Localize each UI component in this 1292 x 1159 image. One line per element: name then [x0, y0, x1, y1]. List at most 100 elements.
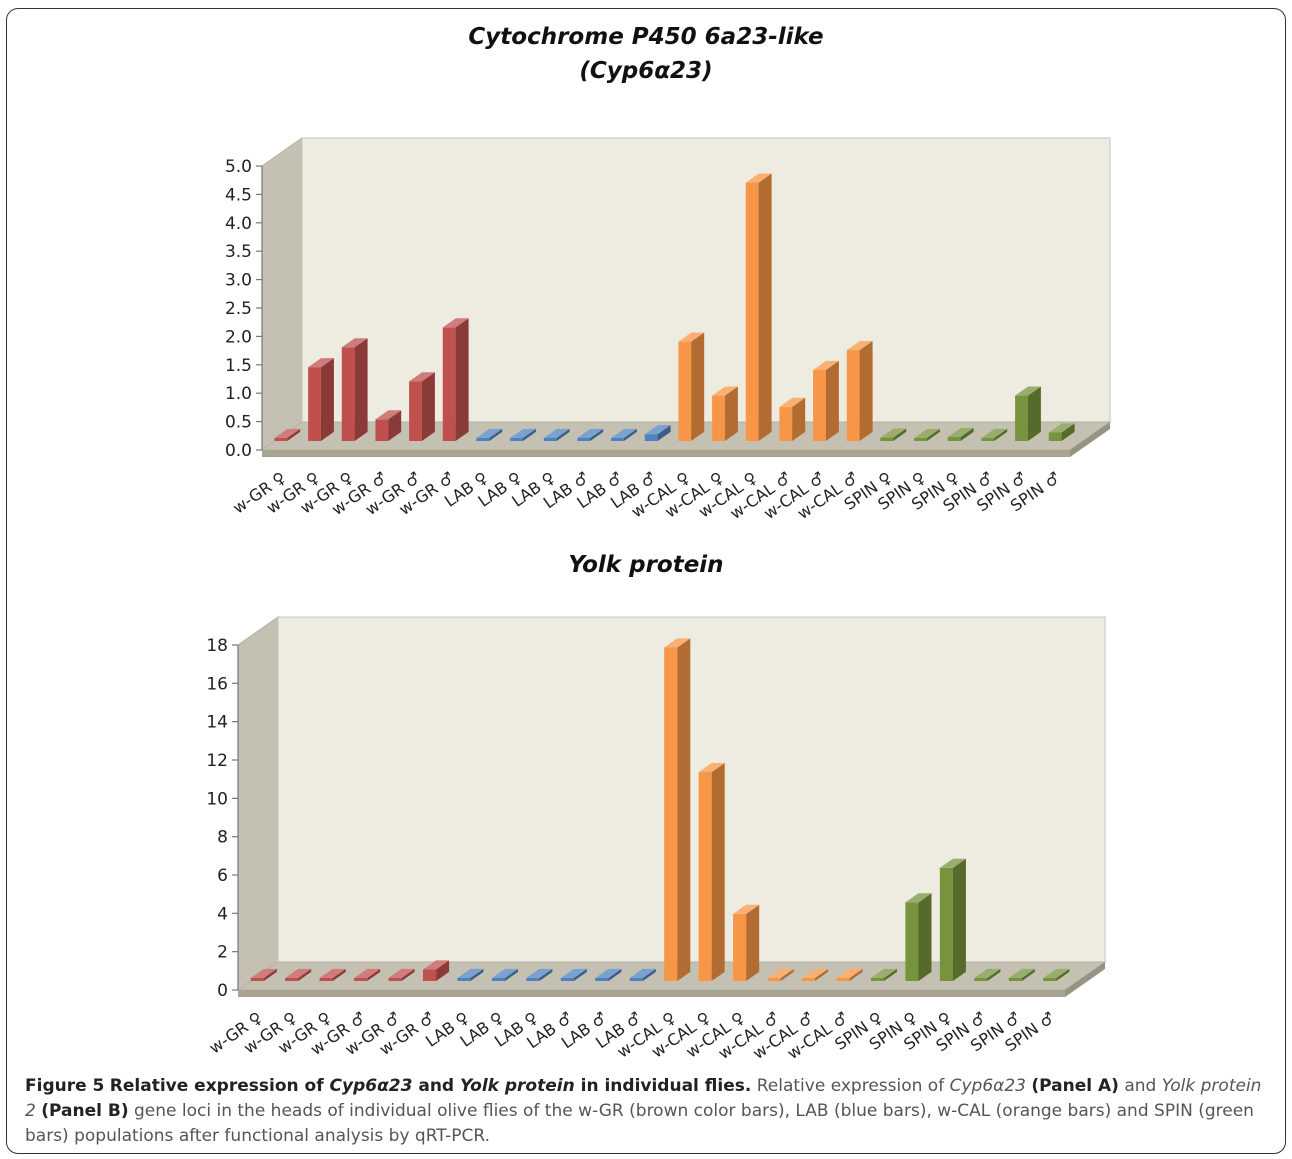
bar-front	[308, 367, 321, 441]
y-tick-label: 10	[206, 789, 228, 809]
bar-side	[758, 173, 772, 441]
bar-top	[698, 763, 725, 773]
x-axis-labels: w-GR ♀w-GR ♀w-GR ♀w-GR ♂w-GR ♂w-GR ♂LAB …	[206, 1008, 1058, 1063]
caption-text-2: and	[1118, 1076, 1162, 1096]
bar	[319, 968, 346, 981]
bar-top	[577, 428, 604, 438]
bar-side	[539, 968, 553, 981]
floor-edge-side	[1065, 962, 1105, 997]
bar-side	[623, 428, 637, 441]
bar-side	[792, 397, 806, 441]
bar-front	[947, 437, 961, 441]
caption-headline-gene2: Yolk protein	[460, 1076, 575, 1096]
bar	[341, 338, 368, 441]
bar-front	[442, 327, 456, 441]
bar-side	[590, 428, 604, 441]
bar-front	[354, 978, 368, 981]
caption-text-3: gene loci in the heads of individual oli…	[25, 1101, 1254, 1146]
bar	[629, 968, 656, 981]
bar-top	[678, 332, 705, 342]
bar-front	[745, 182, 759, 441]
bar-front	[698, 772, 712, 981]
bar-top	[308, 358, 334, 368]
bar-top	[880, 428, 907, 438]
caption-panel-a: (Panel A)	[1031, 1076, 1119, 1096]
bar-front	[476, 438, 490, 441]
y-tick-label: 14	[206, 713, 228, 733]
bar-side	[1021, 968, 1035, 981]
y-tick-label: 0.5	[225, 413, 252, 433]
bar-side	[470, 968, 484, 981]
y-tick-label: 0	[217, 981, 228, 1001]
bar-top	[1015, 386, 1041, 396]
bar-front	[611, 438, 624, 441]
chart-walls	[236, 616, 1107, 997]
bar-side	[556, 428, 570, 441]
bar-side	[332, 968, 346, 981]
bar	[733, 904, 760, 981]
bar-top	[905, 893, 932, 903]
bar-side	[421, 372, 435, 441]
bar	[409, 372, 435, 441]
bar-top	[664, 638, 691, 648]
bar	[1015, 386, 1041, 441]
y-tick-label: 3.5	[225, 242, 252, 262]
bar	[974, 968, 1001, 981]
bar-front	[388, 978, 402, 981]
caption-headline-3: in individual flies.	[574, 1076, 752, 1096]
bar-top	[914, 428, 940, 438]
bar	[664, 638, 691, 981]
bar-top	[354, 968, 381, 978]
bar-side	[677, 638, 691, 981]
floor-edge-side	[1070, 422, 1110, 457]
bar-top	[981, 428, 1008, 438]
bar	[870, 968, 897, 981]
bar-front	[733, 913, 747, 981]
bar-front	[629, 978, 643, 981]
bar-side	[642, 968, 656, 981]
floor-edge	[238, 990, 1065, 997]
y-tick-label: 1.0	[225, 384, 252, 404]
bar-side	[711, 763, 725, 981]
bar-front	[1043, 978, 1057, 981]
bar-front	[577, 438, 591, 441]
bar	[745, 173, 772, 441]
bar	[491, 968, 518, 981]
bar-top	[939, 858, 966, 868]
y-tick-label: 1.5	[225, 356, 252, 376]
bar-front	[836, 978, 850, 981]
bar	[388, 968, 415, 981]
caption-text-1: Relative expression of	[751, 1076, 950, 1096]
bar-top	[274, 428, 301, 438]
bar-side	[1027, 386, 1041, 441]
bar-top	[629, 968, 656, 978]
bar	[510, 428, 536, 441]
chart-a: 0.00.51.01.52.02.53.03.54.04.55.0w-GR ♀w…	[225, 137, 1112, 523]
bar-front	[319, 978, 333, 981]
bar-front	[510, 438, 523, 441]
bar	[712, 386, 738, 441]
bar-side	[522, 428, 536, 441]
bar-side	[849, 968, 863, 981]
bar-top	[779, 397, 806, 407]
bar-front	[678, 341, 692, 441]
bar-top	[1048, 423, 1075, 433]
bar	[644, 425, 671, 441]
caption-lead: Figure 5	[25, 1076, 105, 1096]
bar	[543, 428, 570, 441]
bar	[802, 968, 829, 981]
bar-front	[422, 969, 437, 981]
bar	[577, 428, 604, 441]
bar-top	[733, 904, 760, 914]
bar-side	[825, 360, 839, 441]
bar	[880, 428, 907, 441]
bar-side	[1056, 968, 1070, 981]
bar	[813, 360, 839, 441]
bar-front	[526, 978, 540, 981]
bar	[274, 428, 301, 441]
bar-side	[354, 338, 368, 441]
caption-panel-b: (Panel B)	[41, 1101, 129, 1121]
bar-front	[880, 437, 894, 441]
bar-side	[489, 428, 503, 441]
bar	[939, 858, 966, 981]
